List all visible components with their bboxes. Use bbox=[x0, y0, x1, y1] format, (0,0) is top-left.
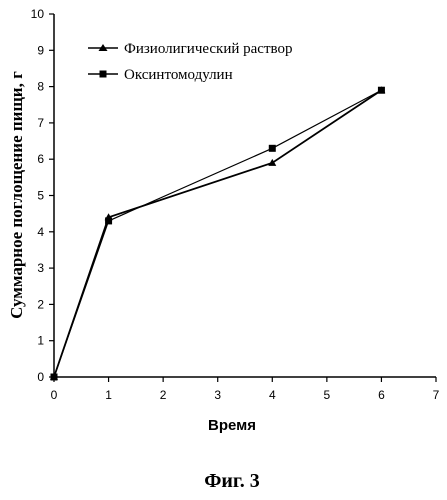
x-axis-label: Время bbox=[208, 417, 256, 434]
y-ticks: 0 1 2 3 4 5 6 7 8 9 10 bbox=[31, 7, 54, 384]
y-tick-label: 9 bbox=[37, 43, 44, 57]
y-tick-label: 8 bbox=[37, 80, 44, 94]
x-tick-label: 5 bbox=[324, 388, 331, 402]
y-tick-label: 0 bbox=[37, 370, 44, 384]
x-tick-label: 2 bbox=[160, 388, 167, 402]
data-point-square bbox=[269, 145, 276, 152]
data-point-square bbox=[51, 374, 58, 381]
x-tick-label: 0 bbox=[51, 388, 58, 402]
y-tick-label: 2 bbox=[37, 297, 44, 311]
x-tick-label: 4 bbox=[269, 388, 276, 402]
x-tick-label: 1 bbox=[105, 388, 112, 402]
data-point-square bbox=[378, 87, 385, 94]
x-ticks: 0 1 2 3 4 5 6 7 bbox=[51, 377, 440, 402]
x-tick-label: 6 bbox=[378, 388, 385, 402]
y-tick-label: 5 bbox=[37, 189, 44, 203]
y-tick-label: 1 bbox=[37, 334, 44, 348]
x-tick-label: 3 bbox=[214, 388, 221, 402]
x-tick-label: 7 bbox=[433, 388, 440, 402]
data-point-triangle bbox=[268, 159, 276, 166]
legend-item-0: Физиолигический раствор bbox=[88, 41, 293, 57]
legend-item-1: Оксинтомодулин bbox=[88, 67, 233, 83]
series-layer bbox=[50, 86, 385, 380]
legend-label-0: Физиолигический раствор bbox=[124, 41, 293, 57]
data-point-square bbox=[105, 217, 112, 224]
y-tick-label: 10 bbox=[31, 7, 45, 21]
legend: Физиолигический раствор Оксинтомодулин bbox=[88, 41, 293, 83]
y-axis-label: Суммарное поглощение пищи, г bbox=[7, 71, 26, 319]
legend-label-1: Оксинтомодулин bbox=[124, 67, 233, 83]
figure-caption: Фиг. 3 bbox=[204, 470, 260, 492]
legend-square-marker bbox=[100, 71, 107, 78]
y-tick-label: 7 bbox=[37, 116, 44, 130]
y-tick-label: 3 bbox=[37, 261, 44, 275]
y-tick-label: 6 bbox=[37, 152, 44, 166]
y-tick-label: 4 bbox=[37, 225, 44, 239]
series-line-0 bbox=[54, 90, 381, 377]
